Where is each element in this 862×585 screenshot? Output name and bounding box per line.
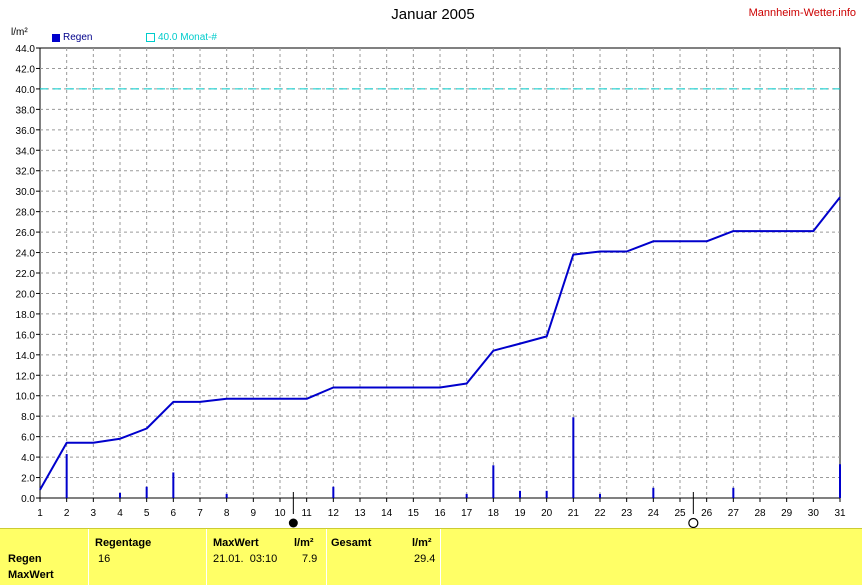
x-tick-label: 4 xyxy=(117,508,123,519)
maxwert-label: MaxWert xyxy=(213,537,259,549)
full-moon-icon xyxy=(688,517,699,528)
maxwert-date: 21.01. 03:10 xyxy=(213,553,278,565)
x-tick-label: 23 xyxy=(621,508,633,519)
x-tick-label: 28 xyxy=(754,508,766,519)
y-tick-label: 10.0 xyxy=(16,392,36,403)
y-tick-label: 28.0 xyxy=(16,208,36,219)
x-tick-label: 7 xyxy=(197,508,203,519)
stats-row-label-maxwert: MaxWert xyxy=(8,569,54,581)
y-tick-label: 20.0 xyxy=(16,289,36,300)
y-tick-label: 44.0 xyxy=(16,44,36,55)
legend-regen-swatch xyxy=(52,33,60,42)
x-tick-label: 19 xyxy=(514,508,526,519)
stats-separator xyxy=(326,529,327,585)
x-tick-label: 31 xyxy=(834,508,846,519)
x-tick-label: 14 xyxy=(381,508,393,519)
y-tick-label: 36.0 xyxy=(16,126,36,137)
x-tick-label: 29 xyxy=(781,508,793,519)
brand-link[interactable]: Mannheim-Wetter.info xyxy=(748,7,856,19)
y-tick-label: 40.0 xyxy=(16,85,36,96)
x-tick-label: 6 xyxy=(171,508,177,519)
chart-title: Januar 2005 xyxy=(391,6,475,23)
x-tick-label: 26 xyxy=(701,508,713,519)
y-tick-label: 32.0 xyxy=(16,167,36,178)
x-tick-label: 18 xyxy=(488,508,500,519)
x-tick-label: 17 xyxy=(461,508,473,519)
gesamt-value: 29.4 xyxy=(414,553,436,565)
regentage-value: 16 xyxy=(98,553,111,565)
y-tick-label: 0.0 xyxy=(21,494,35,505)
y-tick-label: 38.0 xyxy=(16,105,36,116)
maxwert-unit: l/m² xyxy=(294,537,314,549)
gesamt-unit: l/m² xyxy=(412,537,432,549)
rain-chart: 0.0 2.0 4.0 6.0 8.0 10.0 12.0 14.0 16.0 18.0 20.0 2… xyxy=(16,44,846,528)
y-tick-label: 42.0 xyxy=(16,64,36,75)
x-tick-label: 30 xyxy=(808,508,820,519)
x-tick-label: 1 xyxy=(37,508,43,519)
stats-separator xyxy=(206,529,207,585)
y-tick-label: 12.0 xyxy=(16,371,36,382)
y-tick-label: 8.0 xyxy=(21,412,35,423)
maxwert-value: 7.9 xyxy=(302,553,318,565)
y-tick-label: 4.0 xyxy=(21,453,35,464)
legend-monat: 40.0 Monat-# xyxy=(146,32,217,43)
y-tick-label: 22.0 xyxy=(16,269,36,280)
legend-regen: Regen xyxy=(52,32,92,43)
regentage-label: Regentage xyxy=(95,537,152,549)
y-axis-unit: l/m² xyxy=(11,27,28,38)
y-tick-label: 30.0 xyxy=(16,187,36,198)
y-tick-label: 16.0 xyxy=(16,330,36,341)
x-tick-label: 2 xyxy=(64,508,70,519)
y-tick-label: 26.0 xyxy=(16,228,36,239)
x-tick-label: 12 xyxy=(328,508,340,519)
stats-separator xyxy=(88,529,89,585)
new-moon-icon xyxy=(288,518,298,528)
x-tick-label: 3 xyxy=(91,508,97,519)
legend-monat-label: 40.0 Monat-# xyxy=(158,32,217,43)
y-tick-label: 2.0 xyxy=(21,474,35,485)
x-tick-label: 25 xyxy=(674,508,686,519)
x-tick-label: 9 xyxy=(251,508,257,519)
x-tick-label: 27 xyxy=(728,508,740,519)
y-tick-label: 18.0 xyxy=(16,310,36,321)
x-tick-label: 5 xyxy=(144,508,150,519)
x-tick-label: 8 xyxy=(224,508,230,519)
x-tick-label: 13 xyxy=(354,508,366,519)
x-tick-label: 21 xyxy=(568,508,580,519)
y-tick-label: 6.0 xyxy=(21,433,35,444)
legend-regen-label: Regen xyxy=(63,32,93,43)
y-tick-label: 34.0 xyxy=(16,146,36,157)
stats-panel: Regen MaxWert Regentage 16 MaxWert l/m² … xyxy=(0,528,862,585)
x-tick-label: 22 xyxy=(594,508,606,519)
y-tick-label: 24.0 xyxy=(16,249,36,260)
x-tick-label: 10 xyxy=(274,508,286,519)
x-tick-label: 16 xyxy=(434,508,446,519)
x-tick-label: 24 xyxy=(648,508,660,519)
y-tick-label: 14.0 xyxy=(16,351,36,362)
x-tick-label: 15 xyxy=(408,508,420,519)
legend-monat-swatch xyxy=(146,33,155,42)
stats-row-label-regen: Regen xyxy=(8,553,42,565)
cumulative-rain-line xyxy=(39,196,841,491)
stats-separator xyxy=(440,529,441,585)
gesamt-label: Gesamt xyxy=(331,537,372,549)
x-tick-label: 20 xyxy=(541,508,553,519)
x-tick-label: 11 xyxy=(301,508,312,519)
